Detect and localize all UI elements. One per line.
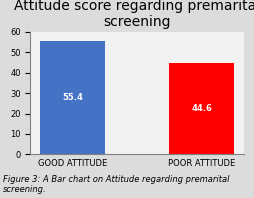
Bar (169, 63, 234, 154)
Text: 55.4: 55.4 (62, 93, 83, 102)
Text: Figure 3: A Bar chart on Attitude regarding premarital screening.: Figure 3: A Bar chart on Attitude regard… (3, 175, 229, 194)
Bar (40, 41, 105, 154)
Title: Attitude score regarding premarital
screening: Attitude score regarding premarital scre… (14, 0, 254, 29)
Text: 44.6: 44.6 (191, 104, 212, 113)
